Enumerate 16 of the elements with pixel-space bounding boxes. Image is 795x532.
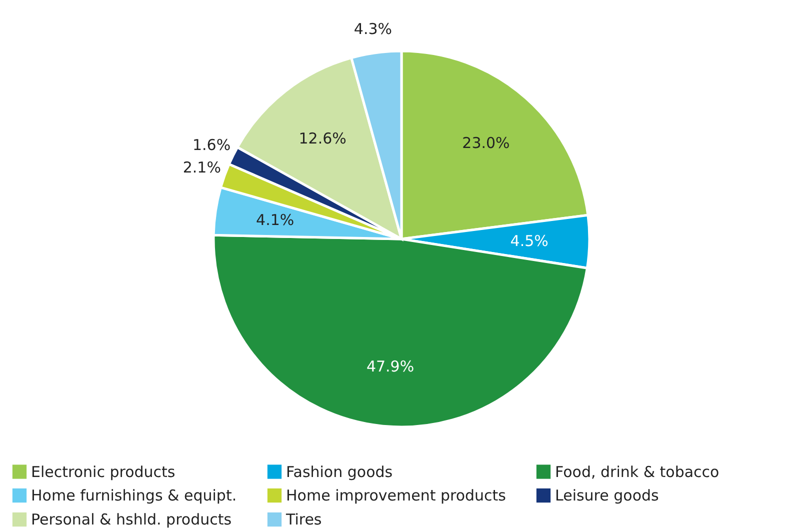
data-label: 2.1% [182, 158, 221, 177]
legend-label: Tires [285, 510, 322, 528]
data-label: 4.1% [256, 211, 294, 230]
data-label: 4.3% [354, 20, 392, 38]
data-label: 1.6% [192, 136, 231, 154]
data-label: 12.6% [298, 129, 346, 148]
legend-label: Electronic products [31, 462, 176, 481]
legend-label: Leisure goods [555, 486, 660, 504]
legend-label: Personal & hshld. products [31, 510, 232, 528]
data-label: 4.5% [510, 232, 548, 250]
data-label: 23.0% [462, 134, 510, 152]
data-label: 47.9% [366, 357, 414, 376]
legend-label: Home improvement products [286, 486, 506, 504]
legend-label: Food, drink & tobacco [555, 462, 720, 481]
legend-label: Fashion goods [286, 462, 393, 481]
legend-label: Home furnishings & equipt. [31, 486, 237, 504]
